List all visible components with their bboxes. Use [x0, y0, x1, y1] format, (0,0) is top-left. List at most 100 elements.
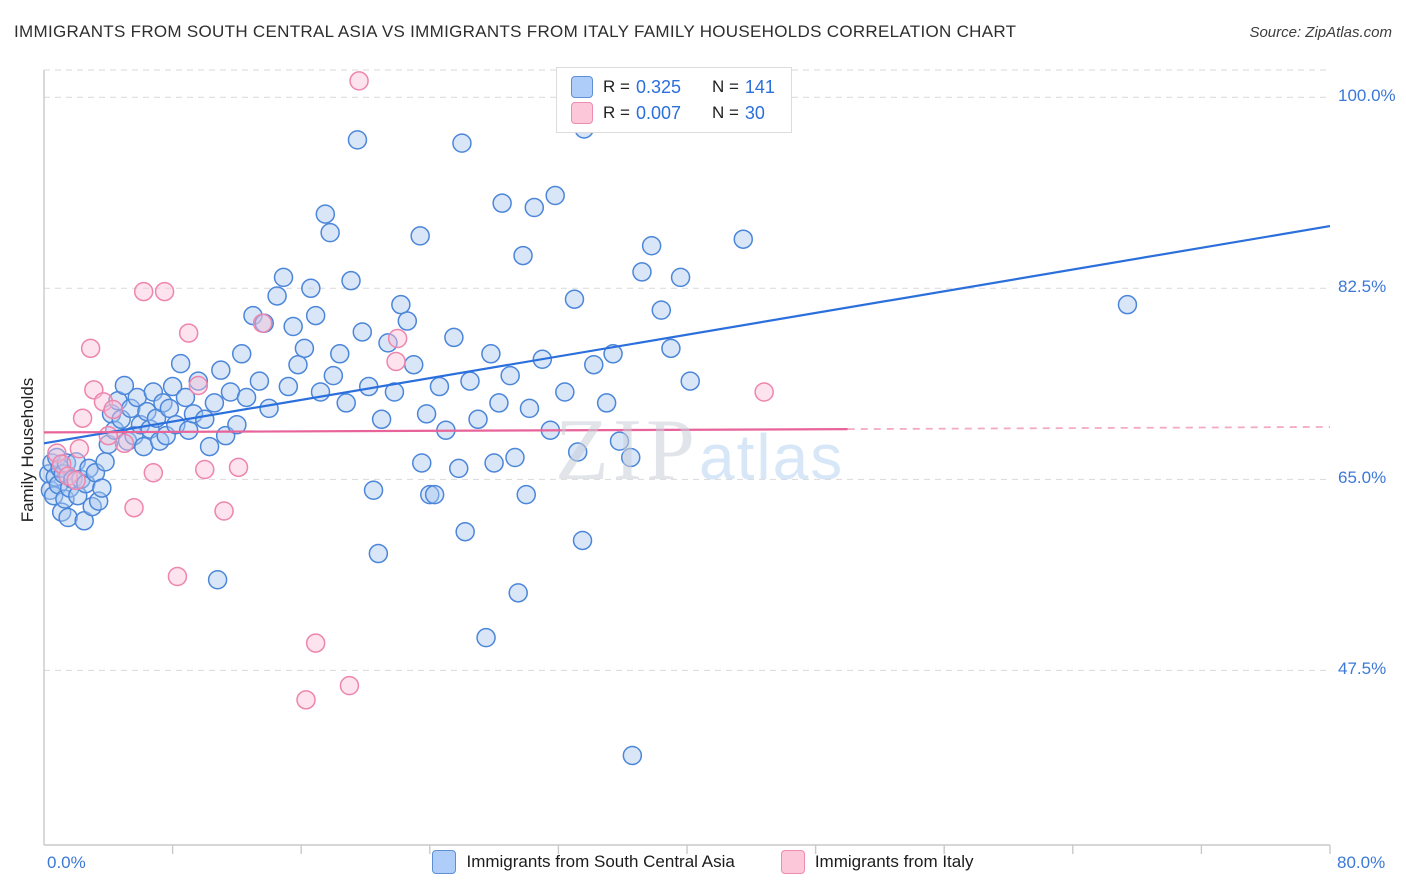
scatter-point-south-central-asia[interactable]	[378, 333, 398, 353]
scatter-point-italy[interactable]	[80, 338, 101, 359]
scatter-point-south-central-asia[interactable]	[58, 507, 78, 528]
scatter-point-italy[interactable]	[387, 328, 408, 349]
scatter-point-south-central-asia[interactable]	[500, 365, 520, 386]
scatter-point-italy[interactable]	[66, 470, 86, 491]
scatter-point-italy[interactable]	[103, 399, 123, 420]
scatter-point-italy[interactable]	[51, 454, 72, 474]
scatter-point-south-central-asia[interactable]	[323, 365, 344, 386]
scatter-point-south-central-asia[interactable]	[444, 327, 464, 348]
scatter-point-italy[interactable]	[69, 439, 90, 459]
scatter-point-south-central-asia[interactable]	[211, 360, 231, 380]
scatter-point-south-central-asia[interactable]	[460, 371, 480, 391]
scatter-point-south-central-asia[interactable]	[452, 133, 472, 153]
scatter-point-south-central-asia[interactable]	[111, 409, 131, 430]
scatter-point-south-central-asia[interactable]	[420, 484, 440, 505]
scatter-point-italy[interactable]	[386, 351, 406, 372]
scatter-point-italy[interactable]	[98, 425, 119, 446]
scatter-point-south-central-asia[interactable]	[204, 393, 225, 413]
scatter-point-italy[interactable]	[178, 323, 199, 343]
scatter-point-south-central-asia[interactable]	[524, 197, 545, 218]
scatter-point-south-central-asia[interactable]	[195, 409, 215, 430]
scatter-point-south-central-asia[interactable]	[505, 447, 525, 468]
scatter-point-italy[interactable]	[252, 313, 273, 333]
scatter-point-south-central-asia[interactable]	[403, 354, 424, 375]
scatter-point-south-central-asia[interactable]	[397, 311, 418, 331]
scatter-point-south-central-asia[interactable]	[508, 583, 528, 603]
scatter-point-south-central-asia[interactable]	[622, 745, 643, 766]
scatter-point-south-central-asia[interactable]	[95, 452, 115, 472]
scatter-point-south-central-asia[interactable]	[513, 245, 533, 266]
scatter-point-italy[interactable]	[754, 382, 774, 402]
scatter-point-south-central-asia[interactable]	[484, 453, 504, 473]
scatter-point-south-central-asia[interactable]	[661, 338, 681, 359]
scatter-point-south-central-asia[interactable]	[651, 300, 672, 320]
scatter-point-italy[interactable]	[195, 459, 215, 480]
scatter-point-italy[interactable]	[349, 71, 369, 91]
scatter-point-italy[interactable]	[124, 497, 144, 518]
scatter-point-south-central-asia[interactable]	[670, 267, 691, 288]
scatter-point-south-central-asia[interactable]	[305, 305, 326, 326]
scatter-point-south-central-asia[interactable]	[620, 447, 641, 468]
scatter-point-south-central-asia[interactable]	[114, 375, 135, 396]
scatter-point-south-central-asia[interactable]	[391, 294, 411, 315]
scatter-point-south-central-asia[interactable]	[92, 478, 112, 498]
scatter-point-south-central-asia[interactable]	[564, 289, 585, 309]
scatter-point-south-central-asia[interactable]	[133, 436, 154, 457]
scatter-point-south-central-asia[interactable]	[288, 354, 308, 375]
scatter-point-south-central-asia[interactable]	[199, 436, 220, 457]
scatter-point-italy[interactable]	[114, 433, 135, 454]
scatter-point-south-central-asia[interactable]	[259, 398, 279, 419]
scatter-point-south-central-asia[interactable]	[178, 420, 199, 440]
scatter-point-south-central-asia[interactable]	[283, 316, 303, 337]
scatter-point-italy[interactable]	[305, 633, 326, 653]
scatter-point-south-central-asia[interactable]	[330, 344, 350, 364]
scatter-point-italy[interactable]	[228, 457, 249, 478]
scatter-point-south-central-asia[interactable]	[352, 322, 373, 342]
scatter-point-south-central-asia[interactable]	[733, 229, 754, 249]
scatter-point-south-central-asia[interactable]	[481, 344, 501, 364]
scatter-point-south-central-asia[interactable]	[680, 371, 700, 391]
scatter-point-south-central-asia[interactable]	[320, 222, 340, 243]
scatter-point-south-central-asia[interactable]	[363, 480, 384, 500]
scatter-point-italy[interactable]	[133, 281, 154, 302]
scatter-point-south-central-asia[interactable]	[371, 409, 392, 430]
scatter-point-south-central-asia[interactable]	[220, 382, 241, 402]
scatter-point-south-central-asia[interactable]	[175, 387, 196, 408]
scatter-point-south-central-asia[interactable]	[410, 226, 430, 246]
scatter-point-italy[interactable]	[339, 675, 360, 696]
scatter-point-south-central-asia[interactable]	[567, 442, 588, 462]
scatter-point-south-central-asia[interactable]	[1117, 294, 1138, 315]
scatter-point-south-central-asia[interactable]	[572, 530, 593, 551]
scatter-point-south-central-asia[interactable]	[301, 278, 321, 299]
scatter-point-south-central-asia[interactable]	[455, 521, 475, 542]
scatter-point-south-central-asia[interactable]	[207, 570, 228, 590]
scatter-point-italy[interactable]	[188, 375, 209, 396]
scatter-point-south-central-asia[interactable]	[273, 267, 294, 288]
scatter-point-south-central-asia[interactable]	[468, 409, 488, 430]
scatter-point-south-central-asia[interactable]	[143, 382, 164, 402]
scatter-point-south-central-asia[interactable]	[231, 344, 252, 364]
scatter-point-south-central-asia[interactable]	[555, 382, 575, 402]
scatter-point-italy[interactable]	[143, 463, 164, 483]
scatter-point-italy[interactable]	[167, 566, 188, 587]
scatter-point-south-central-asia[interactable]	[170, 353, 191, 374]
scatter-point-south-central-asia[interactable]	[267, 286, 287, 306]
scatter-point-south-central-asia[interactable]	[336, 393, 356, 413]
scatter-point-south-central-asia[interactable]	[641, 235, 662, 256]
scatter-point-south-central-asia[interactable]	[315, 204, 336, 224]
scatter-point-south-central-asia[interactable]	[249, 371, 270, 391]
scatter-point-south-central-asia[interactable]	[596, 393, 617, 413]
scatter-point-south-central-asia[interactable]	[448, 458, 469, 479]
scatter-point-italy[interactable]	[47, 443, 67, 463]
scatter-point-south-central-asia[interactable]	[632, 262, 652, 282]
scatter-point-south-central-asia[interactable]	[278, 376, 299, 397]
scatter-point-south-central-asia[interactable]	[609, 431, 630, 451]
scatter-point-south-central-asia[interactable]	[347, 130, 368, 150]
scatter-point-south-central-asia[interactable]	[188, 371, 209, 391]
scatter-point-south-central-asia[interactable]	[603, 344, 623, 364]
scatter-point-south-central-asia[interactable]	[584, 354, 604, 375]
scatter-point-south-central-asia[interactable]	[227, 415, 247, 435]
scatter-point-south-central-asia[interactable]	[412, 453, 432, 473]
scatter-point-south-central-asia[interactable]	[341, 270, 361, 291]
scatter-point-south-central-asia[interactable]	[159, 398, 180, 419]
